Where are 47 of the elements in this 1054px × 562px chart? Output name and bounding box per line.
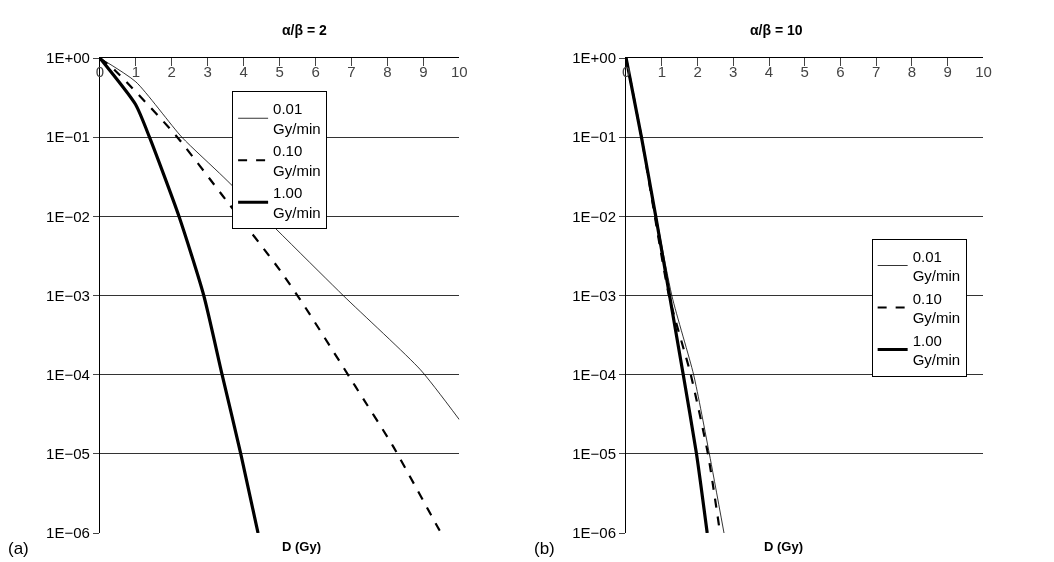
legend-label: 0.10 Gy/min	[273, 142, 321, 179]
y-tick-label: 1E−06	[572, 524, 617, 542]
y-tick-label: 1E−05	[46, 445, 90, 463]
text: (b)	[534, 539, 555, 558]
x-tick-label: 8	[907, 62, 917, 80]
x-tick-label: 7	[872, 62, 881, 80]
legend-label: 1.00 Gy/min	[912, 331, 961, 369]
text: (a)	[8, 539, 29, 558]
x-tick-label: 10	[975, 62, 992, 80]
x-tick-label: 9	[419, 62, 428, 80]
x-tick-label: 1	[131, 62, 140, 80]
x-tick-label: 6	[836, 62, 845, 80]
x-tick-label: 2	[167, 62, 176, 80]
x-tick-label: 9	[943, 62, 952, 80]
x-axis-title: D (Gy)	[282, 539, 321, 554]
x-tick-label: 4	[239, 62, 248, 80]
x-tick-label: 10	[451, 62, 468, 80]
x-tick-label: 3	[729, 62, 738, 80]
y-tick-label: 1E−03	[46, 286, 90, 304]
x-tick-label: 4	[764, 62, 774, 80]
x-tick-label: 7	[347, 62, 356, 80]
x-tick-label: 3	[203, 62, 212, 80]
y-tick-label: 1E−01	[46, 128, 90, 146]
y-tick-label: 1E−04	[572, 365, 617, 383]
x-tick-label: 8	[383, 62, 392, 80]
x-tick-label: 0	[621, 62, 631, 80]
y-tick-label: 1E−04	[46, 365, 90, 383]
legend-label: 0.01 Gy/min	[912, 247, 961, 285]
y-tick-label: 1E−02	[572, 207, 617, 225]
legend-label: 0.01 Gy/min	[273, 100, 321, 137]
y-tick-label: 1E−06	[46, 524, 90, 542]
x-tick-label: 5	[275, 62, 284, 80]
x-tick-label: 5	[800, 62, 809, 80]
x-tick-label: 1	[657, 62, 666, 80]
legend-label: 1.00 Gy/min	[273, 184, 321, 221]
x-tick-label: 6	[311, 62, 320, 80]
chart-title: α/β = 10	[750, 22, 803, 38]
y-tick-label: 1E−03	[572, 286, 617, 304]
y-tick-label: 1E+00	[46, 49, 90, 67]
legend-label: 0.10 Gy/min	[912, 289, 961, 327]
x-tick-label: 2	[693, 62, 702, 80]
x-axis-title: D (Gy)	[764, 539, 803, 554]
y-tick-label: 1E−05	[572, 445, 617, 463]
y-tick-label: 1E−01	[572, 128, 617, 146]
chart-title: α/β = 2	[282, 22, 327, 38]
y-tick-label: 1E+00	[572, 49, 617, 67]
y-tick-label: 1E−02	[46, 207, 90, 225]
